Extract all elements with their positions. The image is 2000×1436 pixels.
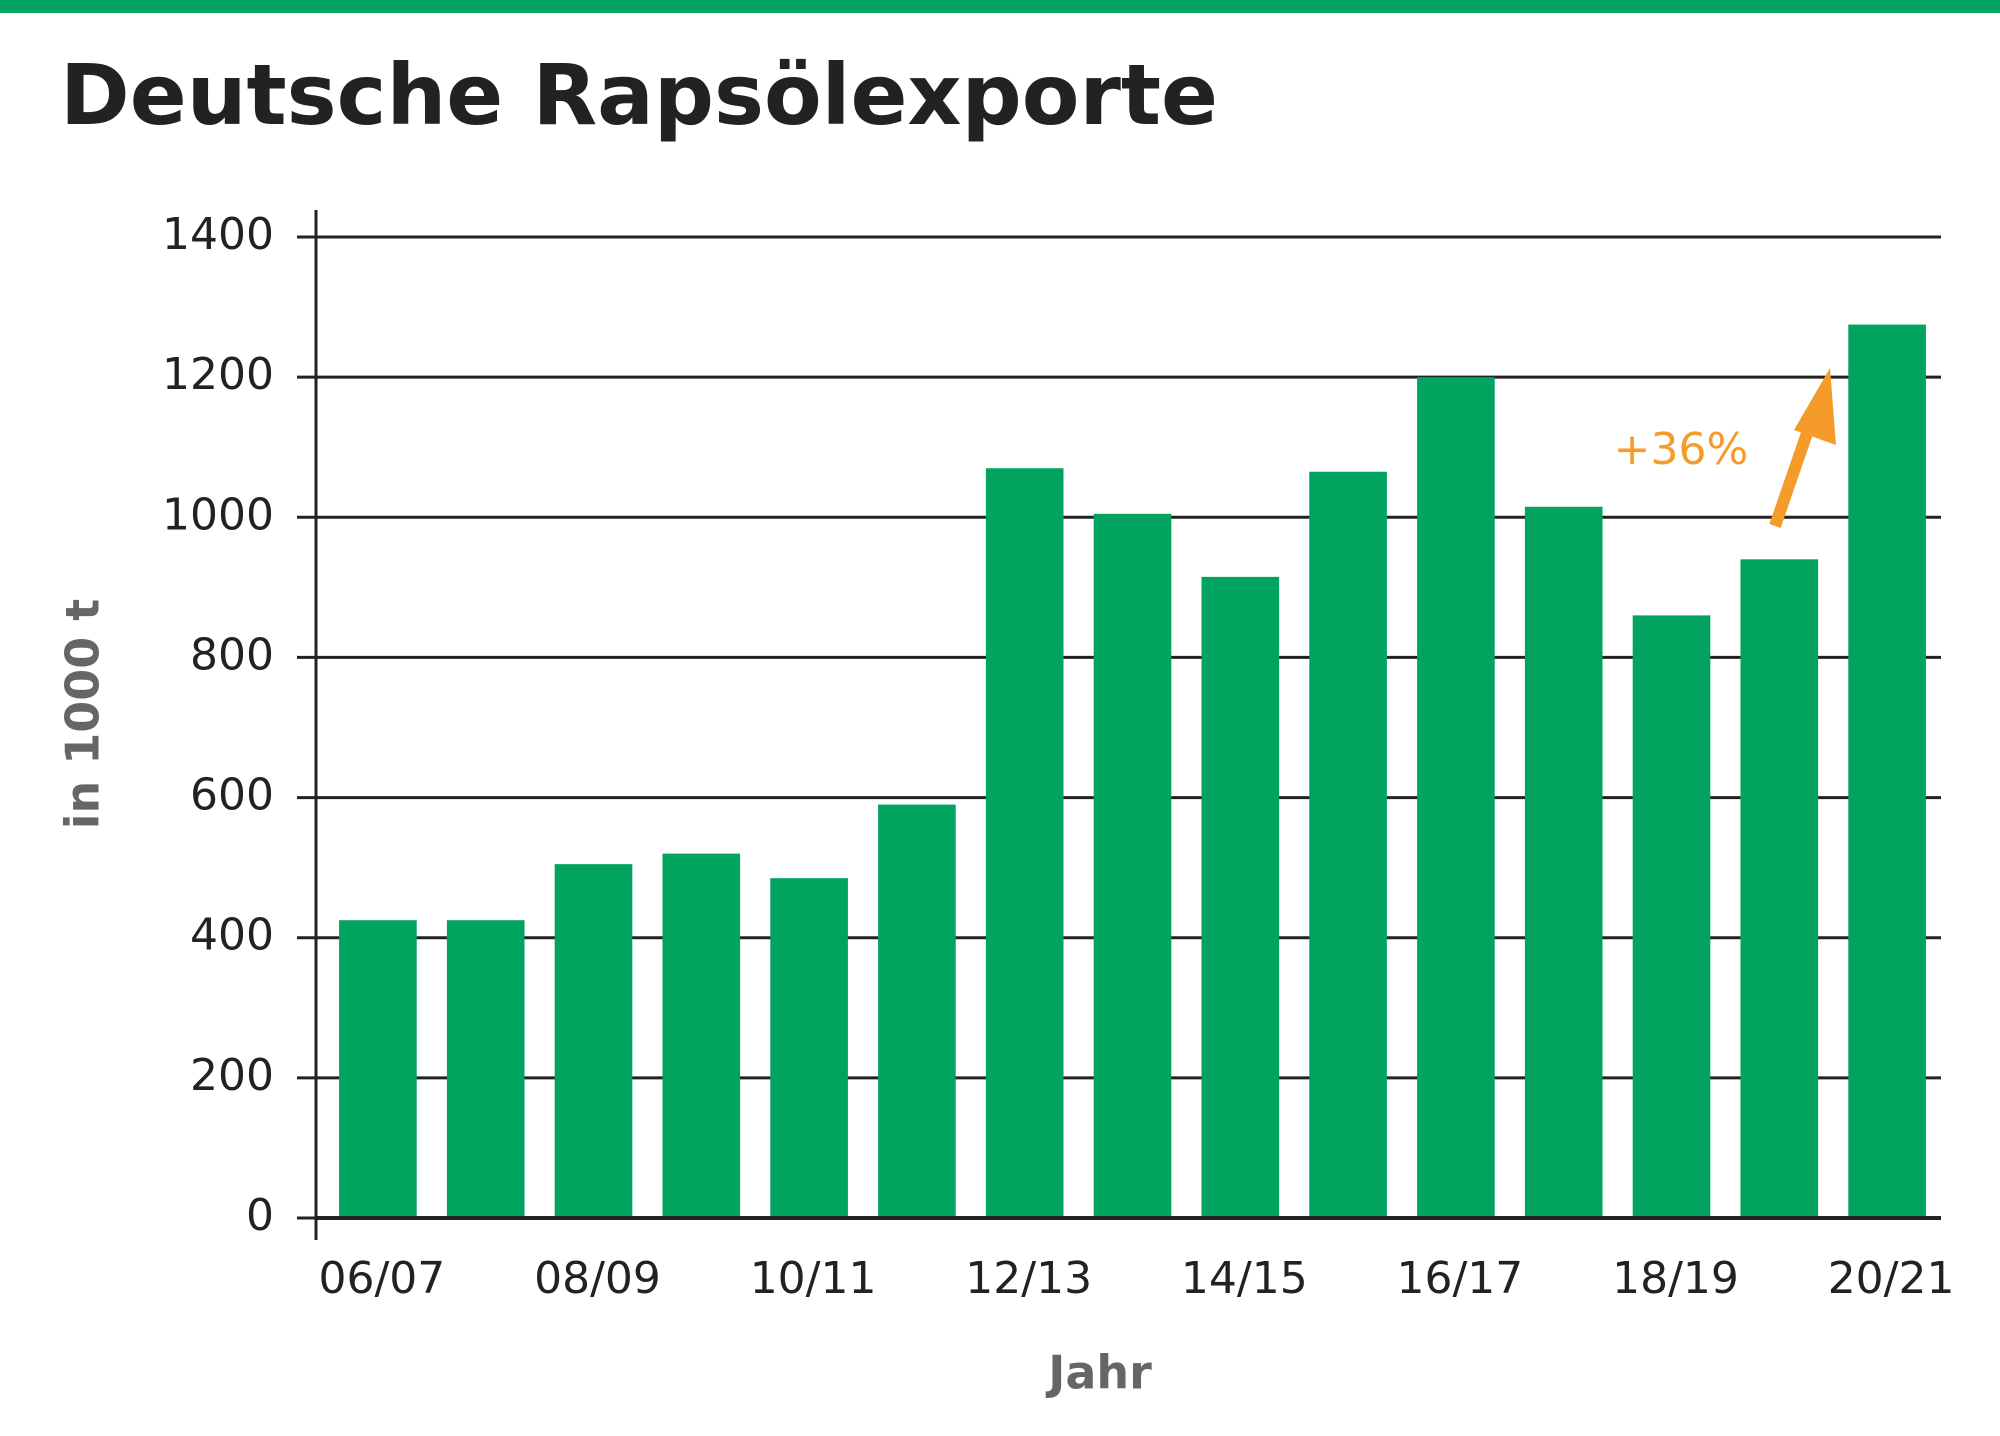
bar	[985, 468, 1064, 1218]
bar	[770, 878, 848, 1218]
y-tick-label: 1200	[162, 349, 274, 400]
y-axis-title: in 1000 t	[56, 599, 110, 830]
x-tick-label: 20/21	[1828, 1253, 1955, 1304]
bar	[554, 864, 633, 1218]
bar	[1417, 377, 1495, 1219]
bar	[1632, 615, 1711, 1218]
bar	[1201, 576, 1280, 1218]
y-tick-label: 200	[190, 1050, 274, 1101]
x-tick-label: 14/15	[1181, 1253, 1308, 1304]
chart-title: Deutsche Rapsölexporte	[60, 46, 1218, 144]
x-tick-label: 18/19	[1612, 1253, 1739, 1304]
bar	[878, 804, 956, 1218]
annotation: +36%	[1614, 424, 1749, 475]
y-tick-label: 400	[190, 910, 274, 961]
y-tick-label: 600	[190, 770, 274, 821]
y-tick-label: 1000	[162, 489, 274, 540]
bar	[1740, 559, 1819, 1218]
bar	[662, 853, 741, 1218]
x-tick-label: 16/17	[1396, 1253, 1523, 1304]
y-tick-label: 0	[246, 1190, 274, 1241]
y-tick-label: 1400	[162, 209, 274, 260]
x-axis-title: Jahr	[1045, 1346, 1152, 1400]
annotation-arrowhead	[1794, 368, 1836, 445]
bar	[1309, 471, 1387, 1219]
x-tick-label: 08/09	[534, 1253, 661, 1304]
bar	[1093, 513, 1172, 1218]
top-band	[0, 0, 2000, 13]
y-tick-label: 800	[190, 629, 274, 680]
x-tick-label: 10/11	[750, 1253, 877, 1304]
bar	[339, 920, 417, 1218]
bar	[446, 920, 525, 1218]
bar	[1848, 324, 1926, 1218]
bar	[1524, 506, 1603, 1218]
annotation-group: +36%	[1614, 368, 1836, 528]
x-tick-label: 12/13	[965, 1253, 1092, 1304]
x-tick-label: 06/07	[318, 1253, 445, 1304]
